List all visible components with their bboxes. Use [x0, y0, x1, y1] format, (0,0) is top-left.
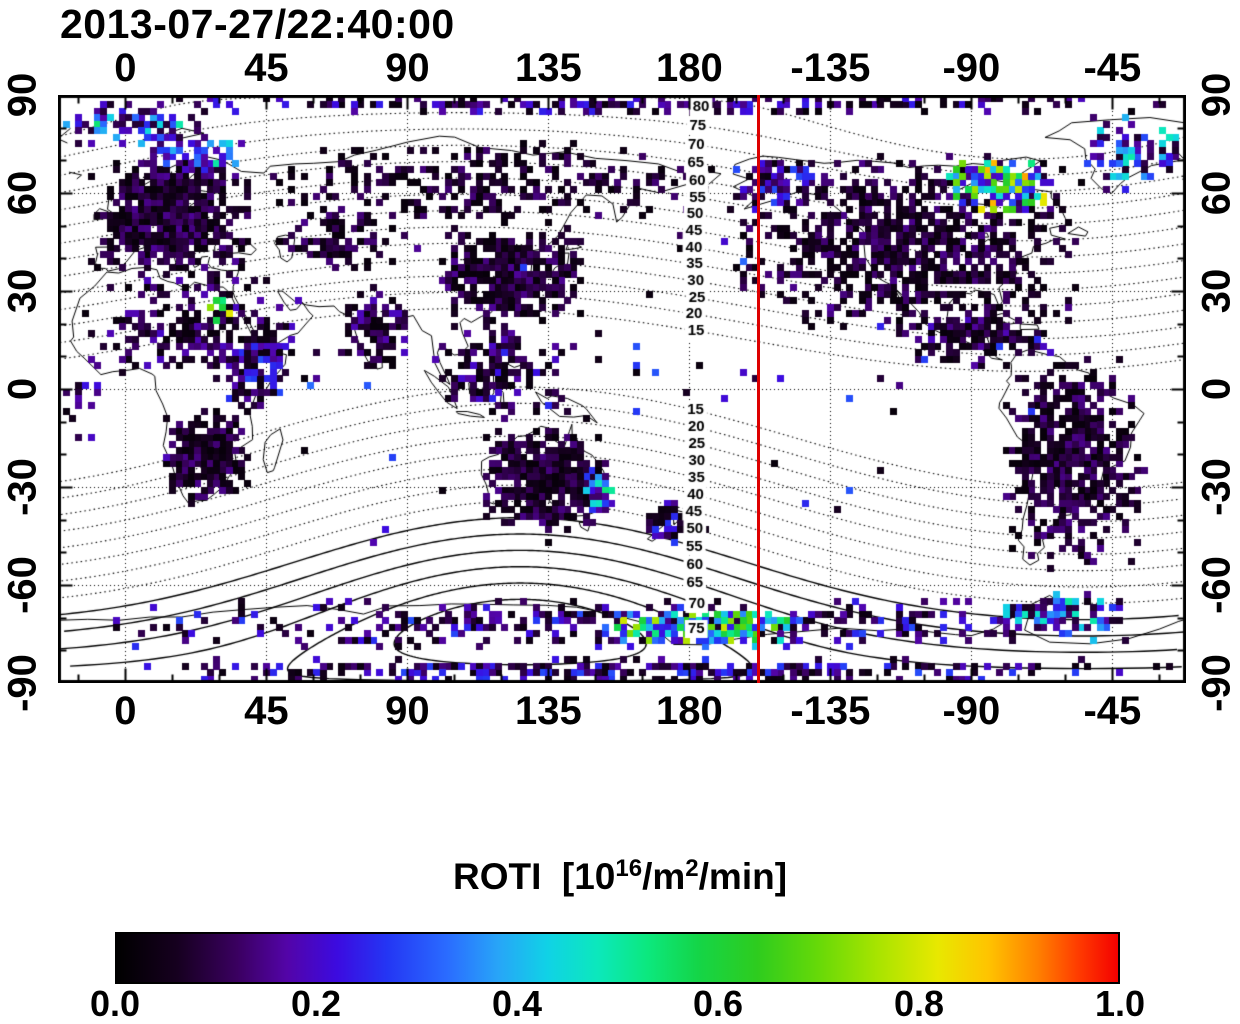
lat-tick-label-left: -60 [0, 556, 45, 614]
colorbar-title: ROTI [1016/m2/min] [0, 855, 1240, 898]
latitude-axis-right: 90 60 30 0 -30 -60 -90 [1194, 73, 1240, 712]
lon-tick-label-bottom: 135 [514, 689, 582, 733]
colorbar-tick-label: 0.4 [491, 983, 543, 1024]
lon-tick-label-top: 135 [514, 46, 582, 90]
colorbar-tick-label: 0.0 [89, 983, 141, 1024]
colorbar-title-exponent-16: 16 [615, 855, 643, 882]
colorbar-tick-label: 0.6 [692, 983, 744, 1024]
colorbar-title-mid: /m [642, 856, 686, 897]
lon-tick-label-top: 45 [244, 46, 289, 90]
colorbar-gradient [115, 932, 1120, 984]
lon-tick-label-top: 180 [655, 46, 723, 90]
lon-tick-label-top: -45 [1083, 46, 1142, 90]
lat-tick-label-left: 90 [0, 72, 45, 118]
lon-tick-label-bottom: -90 [942, 689, 1001, 733]
lat-tick-label-left: 0 [0, 377, 45, 401]
lat-tick-label-right: -30 [1194, 458, 1239, 516]
lon-tick-label-top: -90 [942, 46, 1001, 90]
lat-tick-label-left: 30 [0, 268, 45, 314]
lat-tick-label-left: -30 [0, 458, 45, 516]
lon-tick-label-bottom: -135 [790, 689, 871, 733]
lat-tick-label-right: 90 [1194, 72, 1239, 118]
lat-tick-label-left: -90 [0, 654, 45, 712]
lat-tick-label-right: -60 [1194, 556, 1239, 614]
lon-tick-label-top: 90 [385, 46, 430, 90]
lat-tick-label-right: 30 [1194, 268, 1239, 314]
colorbar-tick-labels: 0.0 0.2 0.4 0.6 0.8 1.0 [90, 983, 1145, 1024]
colorbar-tick-label: 0.8 [893, 983, 945, 1024]
longitude-axis-bottom: 0 45 90 135 180 -135 -90 -45 [58, 687, 1186, 735]
lon-tick-label-bottom: -45 [1083, 689, 1142, 733]
lat-tick-label-right: 0 [1194, 377, 1239, 401]
timestamp-title: 2013-07-27/22:40:00 [60, 1, 455, 47]
lon-tick-label-top: -135 [790, 46, 871, 90]
lon-tick-label-bottom: 90 [385, 689, 430, 733]
lat-tick-label-left: 60 [0, 170, 45, 216]
lat-tick-label-right: -90 [1194, 654, 1239, 712]
colorbar-title-prefix: ROTI [10 [452, 856, 616, 897]
meridian-marker-red-line [756, 95, 760, 683]
latitude-axis-left: 90 60 30 0 -30 -60 -90 [0, 73, 46, 712]
colorbar-tick-label: 1.0 [1094, 983, 1146, 1024]
lat-tick-label-right: 60 [1194, 170, 1239, 216]
lon-tick-label-bottom: 45 [244, 689, 289, 733]
lon-tick-label-top: 0 [114, 46, 137, 90]
lon-tick-label-bottom: 0 [114, 689, 137, 733]
lon-tick-label-bottom: 180 [655, 689, 723, 733]
roti-world-map-canvas [58, 95, 1186, 683]
colorbar-title-exponent-2: 2 [685, 855, 699, 882]
colorbar-tick-label: 0.2 [290, 983, 342, 1024]
longitude-axis-top: 0 45 90 135 180 -135 -90 -45 [58, 44, 1186, 92]
colorbar-title-suffix: /min] [698, 856, 788, 897]
